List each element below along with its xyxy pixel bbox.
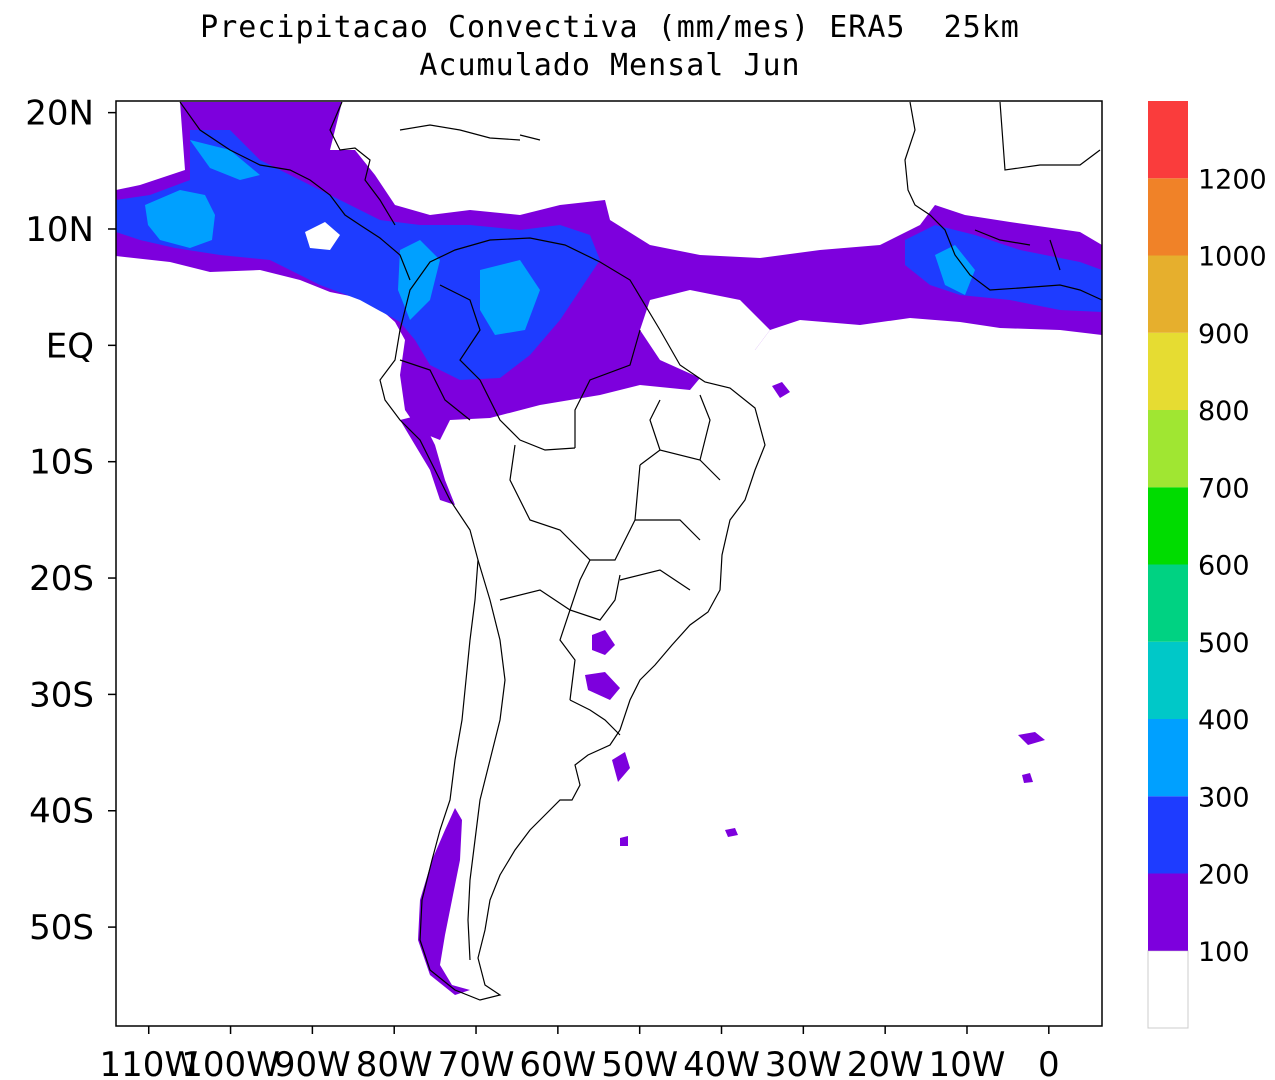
precip-region-south-atlantic-2 [1018,732,1045,745]
precip-gap-pacific [305,222,340,250]
colorbar-label: 200 [1198,860,1250,891]
map-subtitle: Acumulado Mensal Jun [419,48,801,83]
precip-region-pacific-band [116,102,1102,440]
lat-tick-label: 50S [29,908,94,948]
colorbar-label: 1200 [1198,164,1267,195]
precipitation-field [116,102,1102,995]
precip-region-pacific-band-inner [116,130,600,380]
border-venezuela-colombia [439,284,481,381]
plot-frame [115,100,1103,1027]
colorbar-label: 400 [1198,705,1250,736]
lon-tick-label: 100W [181,1045,280,1080]
border-brazil-north [574,329,641,448]
precip-region-west-pacific [145,190,215,248]
lat-tick-label: 20S [29,559,94,599]
lon-tick-label: 40W [683,1045,760,1080]
precip-region-south-atlantic-4 [772,382,790,398]
colorbar-label: 600 [1198,551,1250,582]
coastline [179,101,1102,1001]
latitude-axis: 20N 10N EQ 10S 20S 30S 40S 50S [25,94,116,948]
lon-tick-label: 10W [929,1045,1006,1080]
coastline-cuba [399,124,521,141]
border-paraguay [569,559,621,621]
precip-region-south-atlantic-1 [612,752,630,782]
colorbar-swatch [1148,641,1188,719]
colorbar-swatch [1148,719,1188,797]
coastline-west-africa [904,101,1102,301]
colorbar-swatch [1148,255,1188,333]
colorbar-swatch [1148,487,1188,565]
lon-tick-label: 90W [274,1045,351,1080]
lon-tick-label: 110W [99,1045,198,1080]
colorbar-label: 700 [1198,473,1250,504]
lat-tick-label: 20N [25,94,94,134]
colorbar-swatch [1147,950,1189,1029]
colorbar-label: 800 [1198,396,1250,427]
colorbar-swatch [1148,564,1188,642]
lon-tick-label: 60W [519,1045,596,1080]
lon-tick-label: 50W [601,1045,678,1080]
border-argentina-chile [467,559,506,961]
border-peru-ecuador [399,359,471,421]
border-argentina-north [499,589,576,701]
precip-region-paraguay [592,630,615,655]
colorbar-label: 1000 [1198,242,1267,273]
colorbar-swatch [1148,178,1188,256]
colorbar-label: 300 [1198,782,1250,813]
colorbar-label: 100 [1198,937,1250,968]
colorbar-label: 900 [1198,319,1250,350]
lat-tick-label: 10N [25,210,94,250]
precip-region-central-america [190,140,260,180]
border-peru-brazil [479,379,576,451]
colorbar: 100 200 300 400 500 600 700 800 900 1000 1200 [1147,101,1267,1029]
colorbar-swatch [1148,410,1188,488]
border-brazil-states [619,394,721,591]
coastline-central-america [179,101,411,281]
map-title: Precipitacao Convectiva (mm/mes) ERA5 25… [200,10,1020,45]
border-west-africa [974,101,1101,271]
colorbar-swatch [1148,332,1188,410]
precip-region-guinea-coast [935,245,975,295]
colorbar-label: 500 [1198,628,1250,659]
coastline-south-america [379,237,766,1001]
coastline-hispaniola [519,134,541,141]
lon-tick-label: 80W [356,1045,433,1080]
precip-region-south-atlantic-6 [620,836,628,846]
colorbar-swatch [1148,101,1188,179]
precip-region-amazon-north [480,260,540,335]
colorbar-swatch [1148,873,1188,951]
lat-tick-label: EQ [46,326,94,366]
coastline-yucatan [329,101,396,226]
lon-tick-label: 20W [847,1045,924,1080]
colorbar-swatch [1148,796,1188,874]
border-uruguay [569,699,621,736]
lat-tick-label: 40S [29,792,94,832]
precip-region-southern-chile [418,808,470,995]
precip-region-south-atlantic-5 [725,828,738,837]
lon-tick-label: 70W [438,1045,515,1080]
precip-gap-atlantic [650,290,770,350]
lat-tick-label: 30S [29,675,94,715]
precip-region-uruguay [585,672,620,700]
lon-tick-label: 0 [1038,1045,1060,1080]
border-bolivia [509,444,641,561]
lat-tick-label: 10S [29,443,94,483]
precip-region-south-atlantic-3 [1022,773,1033,783]
lon-tick-label: 30W [765,1045,842,1080]
precip-region-colombia [398,240,440,320]
